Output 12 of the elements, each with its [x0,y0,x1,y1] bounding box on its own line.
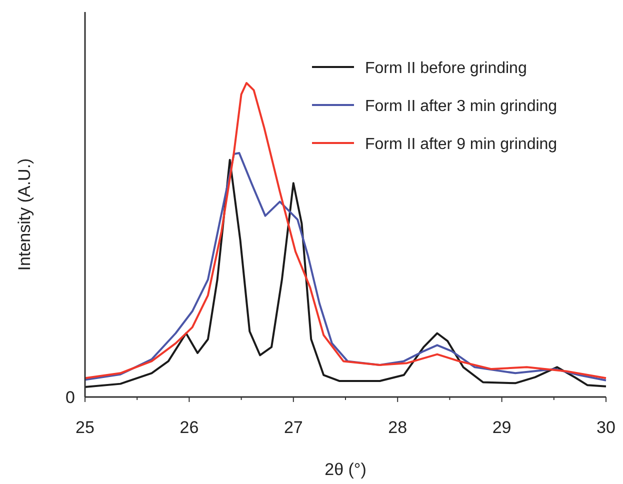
legend-label: Form II after 3 min grinding [365,98,558,115]
y-axis-title: Intensity (A.U.) [15,158,34,271]
x-tick-label: 29 [492,418,512,437]
text: 0 [66,388,75,407]
x-tick-label: 26 [180,418,199,437]
legend-label: Form II before grinding [365,60,527,77]
x-tick-label: 30 [596,418,616,437]
x-tick-label: 25 [76,418,94,437]
x-axis-title: 2θ (°) [324,460,366,479]
x-tick-label: 27 [284,418,303,437]
x-tick-label: 28 [388,418,408,437]
legend-label: Form II after 9 min grinding [365,136,558,153]
